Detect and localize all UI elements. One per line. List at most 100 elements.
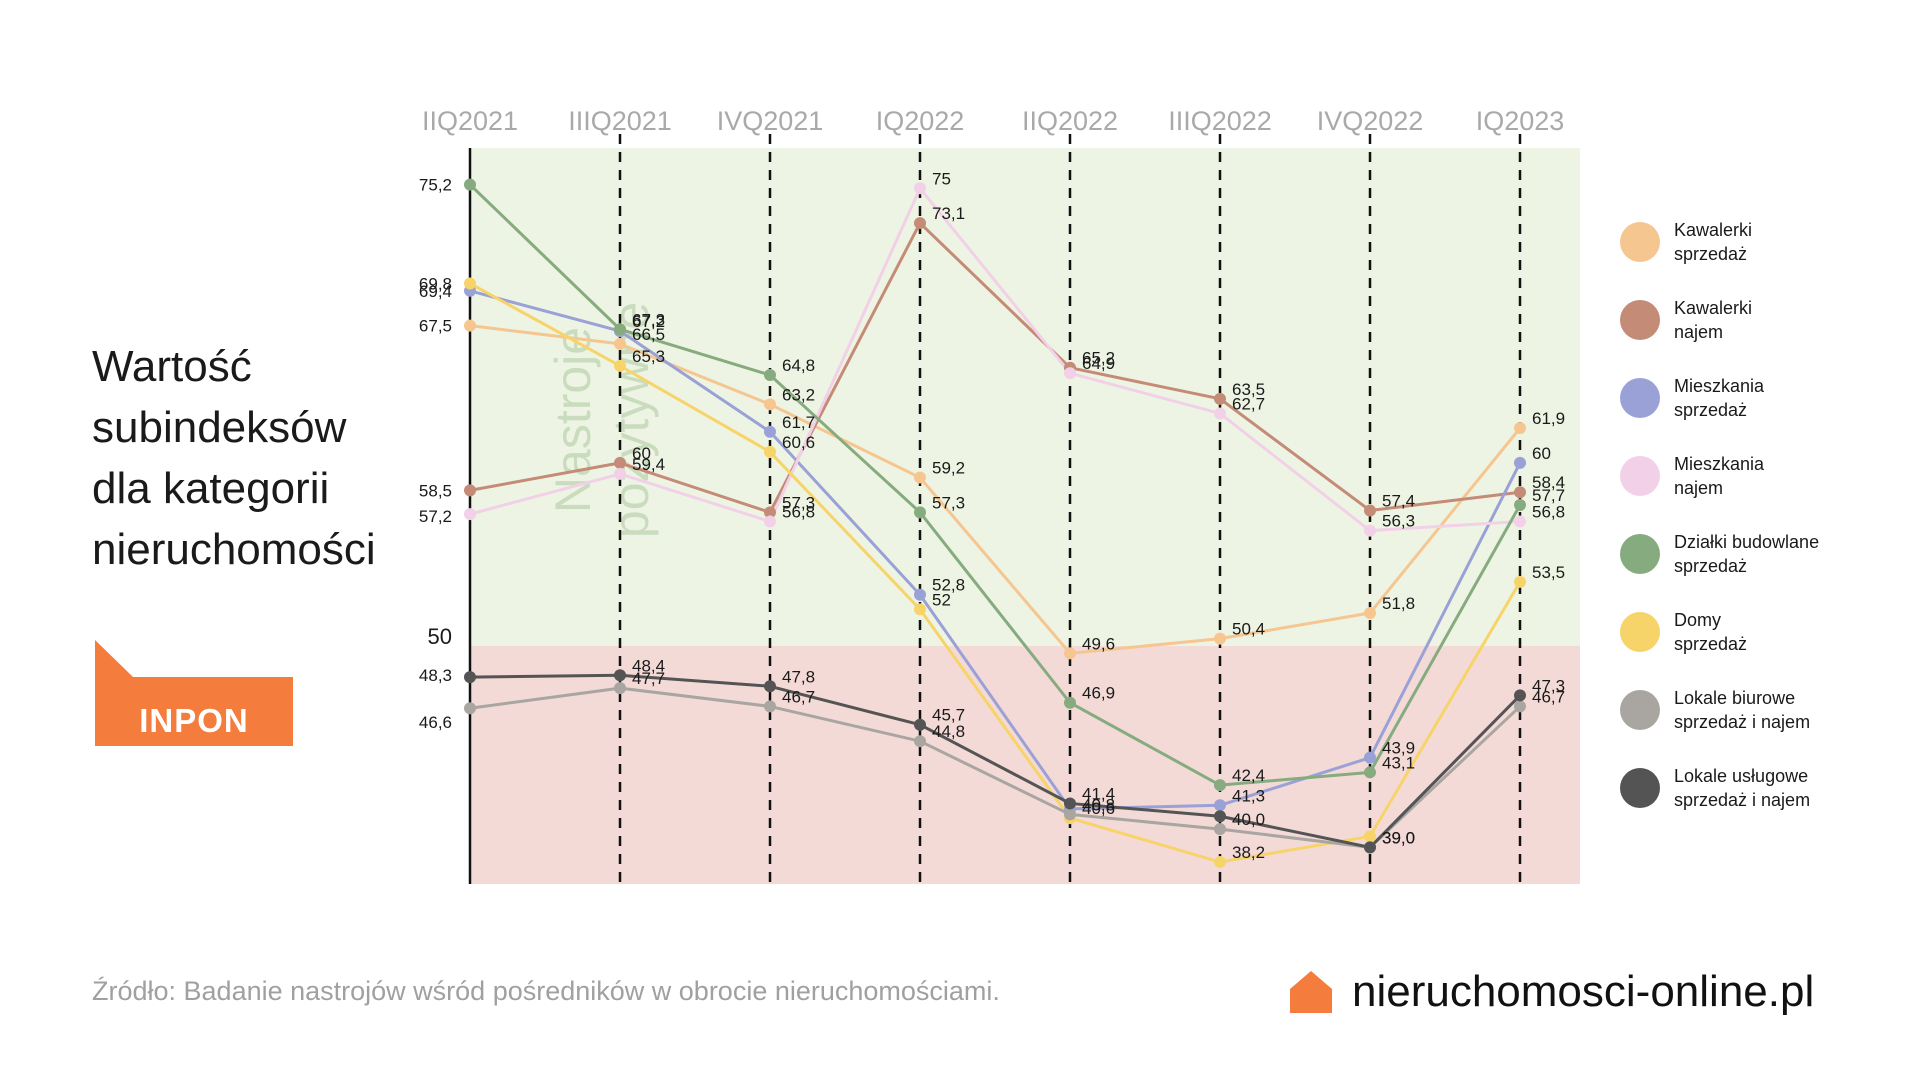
data-point xyxy=(464,178,476,191)
data-point xyxy=(614,467,626,480)
data-label: 64,8 xyxy=(782,356,815,375)
legend-swatch xyxy=(1620,768,1660,808)
data-point xyxy=(764,515,776,528)
data-label: 59,2 xyxy=(932,459,965,478)
data-point xyxy=(1364,751,1376,764)
title-line-1: Wartość xyxy=(92,342,252,391)
data-label: 47,7 xyxy=(632,669,665,688)
inpon-badge: INPON xyxy=(95,640,293,746)
data-point xyxy=(1364,841,1376,854)
legend-label-line2: najem xyxy=(1674,478,1724,498)
data-label: 61,9 xyxy=(1532,409,1565,428)
data-point xyxy=(1064,797,1076,810)
data-point xyxy=(1064,696,1076,709)
data-label: 40,8 xyxy=(1082,795,1115,814)
region-label-word: pozytywne xyxy=(603,302,659,538)
series-line xyxy=(468,183,1522,787)
data-label: 75 xyxy=(932,169,951,188)
legend-swatch xyxy=(1620,690,1660,730)
data-point xyxy=(764,506,776,519)
source-note: Źródło: Badanie nastrojów wśród pośredni… xyxy=(92,976,1000,1006)
x-tick-label: IVQ2022 xyxy=(1317,106,1424,136)
data-label: 46,9 xyxy=(1082,684,1115,703)
data-label: 61,7 xyxy=(782,413,815,432)
legend-label-line1: Działki budowlane xyxy=(1674,532,1820,552)
data-point xyxy=(1064,367,1076,380)
data-label: 73,1 xyxy=(932,204,965,223)
legend-swatch xyxy=(1620,456,1660,496)
data-label: 39,0 xyxy=(1382,828,1415,847)
data-label: 56,8 xyxy=(782,502,815,521)
series-line xyxy=(469,673,1522,849)
data-point xyxy=(1364,524,1376,537)
data-label: 57,7 xyxy=(1532,486,1565,505)
badge-label: INPON xyxy=(139,702,249,739)
x-tick-label: IIQ2022 xyxy=(1022,106,1118,136)
legend-swatch xyxy=(1620,300,1660,340)
data-label: 64,9 xyxy=(1082,354,1115,373)
legend-swatch xyxy=(1620,378,1660,418)
data-point xyxy=(614,337,626,350)
data-label: 47,3 xyxy=(1532,676,1565,695)
x-tick-label: IIIQ2021 xyxy=(568,106,672,136)
data-point xyxy=(1214,779,1226,792)
data-label: 56,3 xyxy=(1382,512,1415,531)
data-label: 62,7 xyxy=(1232,394,1265,413)
data-point xyxy=(1214,632,1226,645)
data-point xyxy=(1064,808,1076,821)
data-point xyxy=(764,369,776,382)
data-point xyxy=(764,425,776,438)
site-name: nieruchomosci-online.pl xyxy=(1352,967,1815,1016)
data-label: 49,6 xyxy=(1082,634,1115,653)
data-label: 46,6 xyxy=(419,713,452,732)
data-label: 45,7 xyxy=(932,706,965,725)
data-point xyxy=(1214,407,1226,420)
x-tick-label: IVQ2021 xyxy=(717,106,824,136)
house-icon xyxy=(1290,971,1332,1013)
data-point xyxy=(1214,392,1226,405)
series-line xyxy=(469,324,1522,655)
data-label: 38,2 xyxy=(1232,843,1265,862)
data-point xyxy=(1364,504,1376,517)
page-title: Wartość subindeksów dla kategorii nieruc… xyxy=(92,336,422,580)
data-point xyxy=(1214,823,1226,836)
legend-label-line1: Mieszkania xyxy=(1674,454,1765,474)
data-point xyxy=(1514,515,1526,528)
legend-label-line1: Lokale biurowe xyxy=(1674,688,1796,708)
data-point xyxy=(764,700,776,713)
legend-label-line1: Kawalerki xyxy=(1674,298,1753,318)
positive-region xyxy=(470,148,1580,646)
data-label: 66,5 xyxy=(632,325,665,344)
data-label: 56,8 xyxy=(1532,502,1565,521)
data-point xyxy=(614,323,626,336)
data-label: 57,2 xyxy=(419,507,452,526)
data-point xyxy=(914,182,926,195)
legend-label-line1: Lokale usługowe xyxy=(1674,766,1809,786)
data-label: 44,8 xyxy=(932,722,965,741)
data-label: 60,6 xyxy=(782,433,815,452)
data-point xyxy=(1514,689,1526,702)
legend-item-domy-sprzedaz: Domy sprzedaż xyxy=(1620,602,1904,662)
x-tick-label: IQ2023 xyxy=(1476,106,1565,136)
data-point xyxy=(464,671,476,684)
series-line xyxy=(469,686,1522,849)
data-label: 67,3 xyxy=(632,310,665,329)
data-point xyxy=(1364,607,1376,620)
data-label: 67,2 xyxy=(632,312,665,331)
data-label: 42,4 xyxy=(1232,766,1265,785)
legend-label-line1: Kawalerki xyxy=(1674,220,1753,240)
data-label: 65,2 xyxy=(1082,349,1115,368)
legend-item-lokale-biurowe: Lokale biurowe sprzedaż i najem xyxy=(1620,680,1904,740)
data-label: 60 xyxy=(632,444,651,463)
data-point xyxy=(914,217,926,230)
legend-label-line2: sprzedaż xyxy=(1674,400,1748,420)
data-point xyxy=(914,603,926,616)
data-point xyxy=(914,506,926,519)
data-point xyxy=(614,456,626,469)
data-point xyxy=(1514,456,1526,469)
data-point xyxy=(464,702,476,715)
data-point xyxy=(1514,486,1526,499)
data-point xyxy=(464,484,476,497)
site-logo[interactable]: nieruchomosci-online.pl xyxy=(1288,962,1814,1022)
